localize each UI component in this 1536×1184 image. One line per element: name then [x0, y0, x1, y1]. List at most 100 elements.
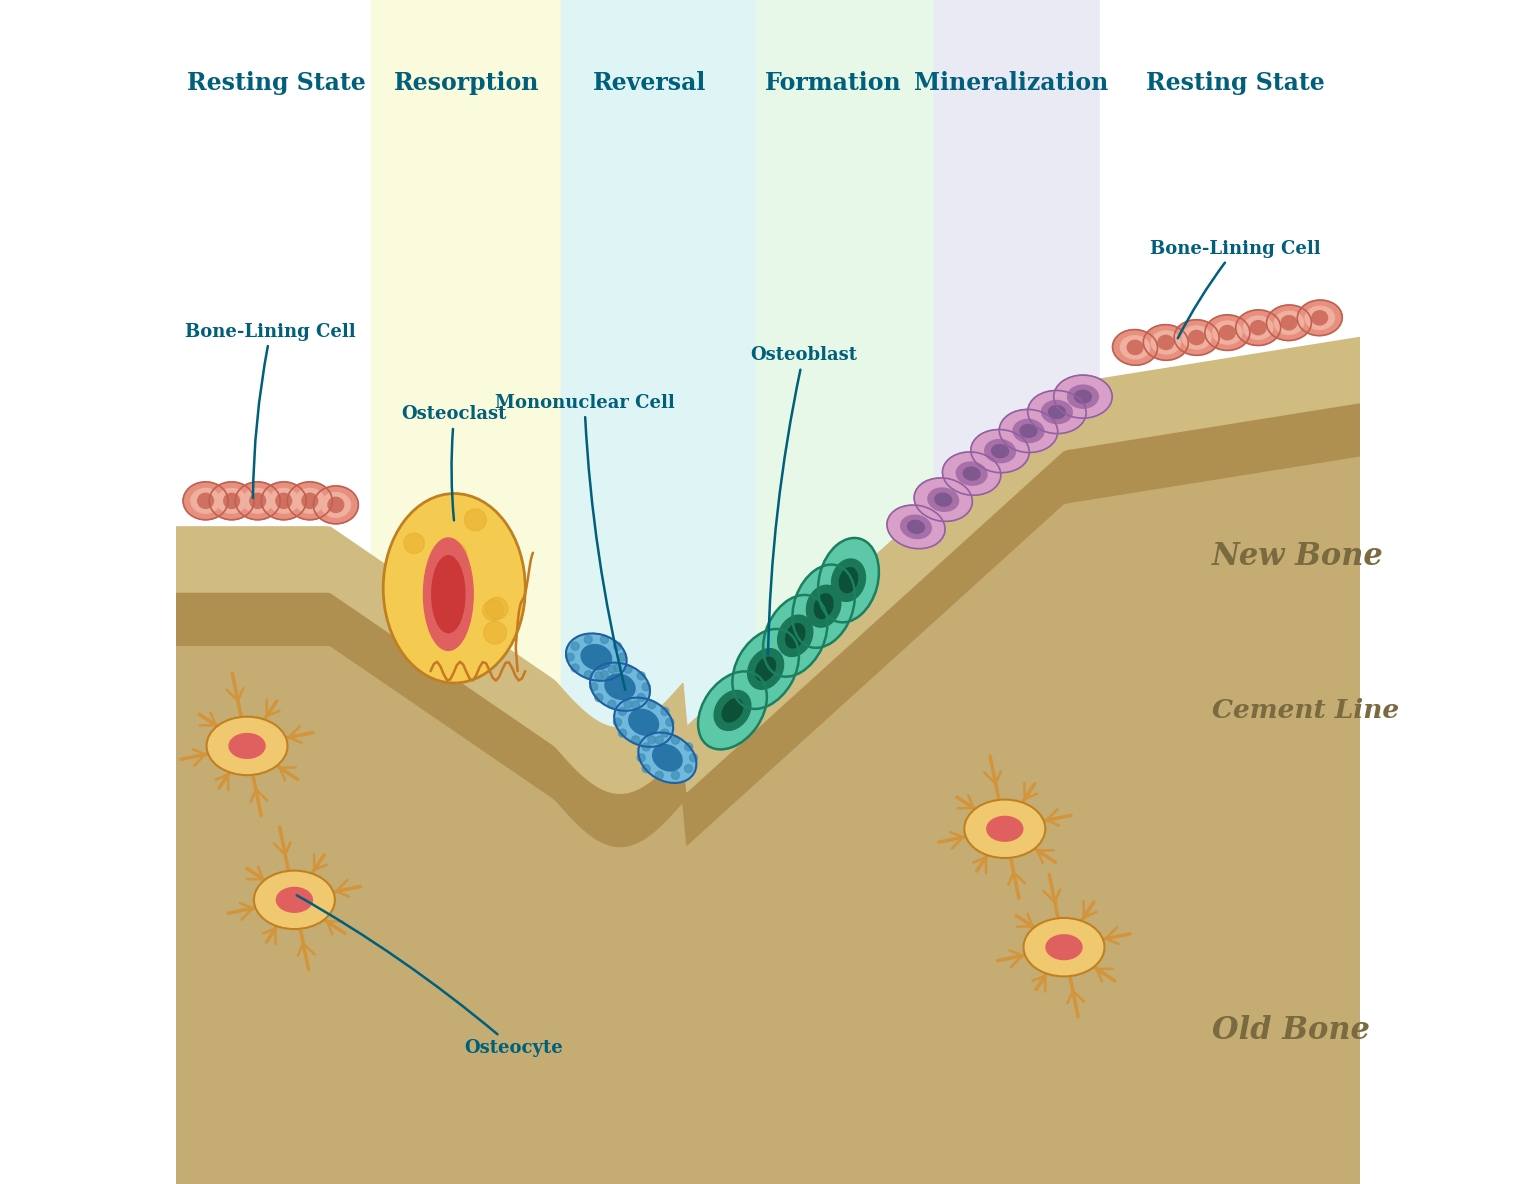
Circle shape — [571, 664, 579, 673]
Circle shape — [671, 736, 679, 745]
Ellipse shape — [229, 734, 266, 758]
Text: Resorption: Resorption — [393, 71, 539, 95]
Ellipse shape — [935, 494, 952, 506]
Ellipse shape — [1183, 326, 1212, 349]
Ellipse shape — [303, 494, 318, 508]
Ellipse shape — [1158, 335, 1174, 349]
Bar — [177, 0, 372, 1184]
Ellipse shape — [793, 565, 856, 648]
Ellipse shape — [986, 817, 1023, 841]
Ellipse shape — [1112, 329, 1158, 365]
Circle shape — [601, 636, 608, 644]
Ellipse shape — [581, 644, 611, 670]
Ellipse shape — [965, 799, 1046, 858]
Text: Mononuclear Cell: Mononuclear Cell — [495, 393, 674, 690]
Circle shape — [660, 729, 668, 738]
Ellipse shape — [653, 745, 682, 771]
Circle shape — [584, 636, 593, 644]
Circle shape — [624, 700, 633, 708]
Circle shape — [660, 707, 668, 715]
Ellipse shape — [1068, 385, 1098, 408]
Ellipse shape — [943, 452, 1001, 495]
Text: Bone-Lining Cell: Bone-Lining Cell — [1150, 239, 1321, 339]
Ellipse shape — [206, 716, 287, 776]
Circle shape — [584, 670, 593, 678]
Text: Bone-Lining Cell: Bone-Lining Cell — [186, 322, 356, 498]
Ellipse shape — [261, 482, 306, 520]
Ellipse shape — [250, 494, 266, 508]
Circle shape — [571, 642, 579, 650]
Polygon shape — [177, 337, 1359, 793]
Ellipse shape — [1267, 305, 1312, 341]
Circle shape — [619, 729, 627, 738]
Circle shape — [464, 509, 487, 530]
Text: New Bone: New Bone — [1212, 541, 1384, 572]
Ellipse shape — [763, 594, 828, 677]
Bar — [372, 0, 561, 1184]
Circle shape — [441, 542, 467, 568]
Ellipse shape — [276, 494, 292, 508]
Ellipse shape — [590, 663, 650, 710]
Circle shape — [656, 736, 664, 745]
Ellipse shape — [814, 594, 833, 618]
Ellipse shape — [276, 888, 312, 912]
Circle shape — [671, 771, 679, 779]
Ellipse shape — [777, 616, 813, 656]
Text: Osteocyte: Osteocyte — [296, 895, 562, 1057]
Ellipse shape — [190, 489, 220, 513]
Ellipse shape — [313, 485, 358, 523]
Ellipse shape — [1150, 330, 1181, 354]
Ellipse shape — [1046, 935, 1081, 959]
Circle shape — [613, 642, 622, 650]
Circle shape — [608, 700, 616, 708]
Ellipse shape — [224, 494, 240, 508]
Ellipse shape — [614, 697, 673, 747]
Circle shape — [485, 598, 508, 619]
Circle shape — [642, 765, 650, 773]
Ellipse shape — [1312, 310, 1327, 324]
Ellipse shape — [198, 494, 214, 508]
Circle shape — [648, 735, 656, 744]
Circle shape — [433, 619, 452, 637]
Ellipse shape — [605, 674, 634, 700]
Text: Formation: Formation — [765, 71, 902, 95]
Circle shape — [637, 694, 645, 702]
Ellipse shape — [886, 506, 945, 548]
Ellipse shape — [714, 690, 751, 731]
Ellipse shape — [1235, 310, 1281, 346]
Ellipse shape — [1220, 326, 1235, 340]
Text: Resting State: Resting State — [1146, 71, 1326, 95]
Text: Osteoclast: Osteoclast — [401, 405, 507, 521]
Ellipse shape — [1028, 391, 1086, 433]
Ellipse shape — [992, 445, 1009, 457]
Ellipse shape — [1049, 406, 1066, 418]
Ellipse shape — [217, 489, 246, 513]
Ellipse shape — [957, 462, 988, 485]
Ellipse shape — [971, 430, 1029, 472]
Ellipse shape — [321, 493, 350, 517]
Ellipse shape — [785, 624, 805, 648]
Circle shape — [613, 719, 622, 726]
Circle shape — [594, 671, 602, 680]
Ellipse shape — [235, 482, 280, 520]
Circle shape — [656, 771, 664, 779]
Ellipse shape — [756, 657, 776, 681]
Bar — [561, 0, 756, 1184]
Circle shape — [484, 622, 507, 644]
Circle shape — [648, 701, 656, 709]
Ellipse shape — [209, 482, 253, 520]
Ellipse shape — [908, 520, 925, 534]
Ellipse shape — [1014, 419, 1044, 443]
Text: Mineralization: Mineralization — [914, 71, 1107, 95]
Ellipse shape — [1275, 311, 1304, 334]
Ellipse shape — [269, 489, 298, 513]
Ellipse shape — [639, 733, 696, 783]
Text: Osteoblast: Osteoblast — [750, 346, 857, 655]
Ellipse shape — [382, 494, 525, 683]
Circle shape — [631, 735, 639, 744]
Ellipse shape — [1023, 918, 1104, 977]
Circle shape — [685, 742, 693, 751]
Circle shape — [613, 664, 622, 673]
Circle shape — [685, 765, 693, 773]
Circle shape — [594, 694, 602, 702]
